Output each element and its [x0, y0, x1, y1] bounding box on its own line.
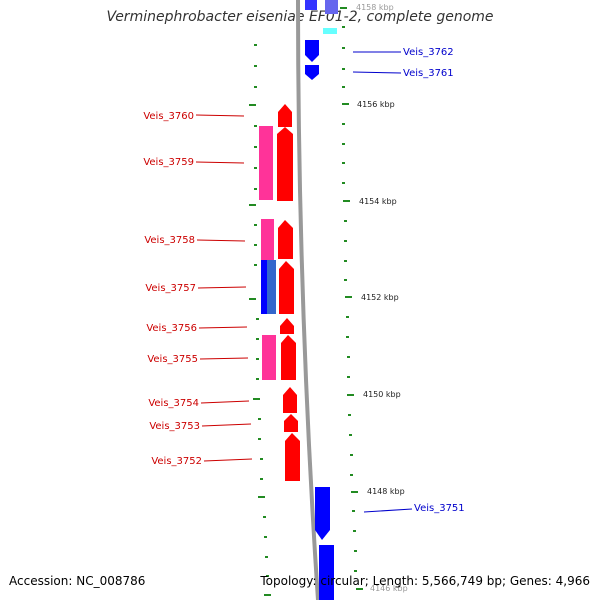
gene-feature — [285, 433, 300, 481]
gene-feature — [283, 387, 297, 413]
gene-label[interactable]: Veis_3761 — [403, 68, 454, 79]
callout-line — [195, 114, 245, 117]
forward-gene-features — [259, 104, 300, 481]
callout-line — [363, 508, 413, 513]
kbp-label: 4146 kbp — [370, 584, 408, 593]
gene-label[interactable]: Veis_3756 — [146, 323, 197, 334]
left-callout-lines — [195, 114, 253, 462]
gene-label[interactable]: Veis_3757 — [145, 283, 196, 294]
gene-feature — [284, 414, 298, 432]
accession-label: Accession: NC_008786 — [9, 574, 146, 588]
gene-feature — [278, 220, 293, 259]
gene-label[interactable]: Veis_3754 — [148, 398, 199, 409]
callout-line — [352, 71, 402, 74]
gene-feature — [319, 545, 334, 600]
gene-feature — [323, 28, 337, 34]
gene-feature — [259, 126, 273, 200]
right-tick-column — [340, 7, 363, 590]
gene-feature — [262, 335, 276, 380]
gene-feature — [281, 335, 296, 380]
callout-line — [201, 423, 252, 427]
gene-label[interactable]: Veis_3758 — [144, 235, 195, 246]
callout-line — [195, 161, 245, 164]
gene-feature — [305, 65, 319, 80]
gene-label[interactable]: Veis_3760 — [143, 111, 194, 122]
callout-line — [197, 286, 247, 289]
gene-feature — [279, 261, 294, 314]
callout-line — [203, 458, 253, 462]
genome-backbone — [296, 0, 320, 600]
gene-feature — [277, 127, 293, 201]
gene-feature — [305, 40, 319, 62]
left-tick-column — [249, 44, 271, 596]
callout-line — [198, 326, 248, 329]
gene-feature — [267, 260, 276, 314]
gene-label[interactable]: Veis_3762 — [403, 47, 454, 58]
kbp-label: 4152 kbp — [361, 293, 399, 302]
topology-label: Topology: circular; Length: 5,566,749 bp… — [260, 574, 590, 588]
gene-feature — [261, 260, 269, 314]
kbp-label: 4150 kbp — [363, 390, 401, 399]
kbp-label: 4156 kbp — [357, 100, 395, 109]
gene-feature — [315, 487, 330, 540]
gene-feature — [278, 104, 292, 127]
kbp-label: 4158 kbp — [356, 3, 394, 12]
gene-feature — [325, 0, 338, 14]
kbp-label: 4154 kbp — [359, 197, 397, 206]
gene-label[interactable]: Veis_3759 — [143, 157, 194, 168]
gene-feature — [261, 219, 274, 260]
callout-line — [196, 239, 246, 242]
gene-feature — [305, 0, 317, 10]
kbp-label: 4148 kbp — [367, 487, 405, 496]
gene-feature — [280, 318, 294, 334]
gene-label[interactable]: Veis_3752 — [151, 456, 202, 467]
gene-label[interactable]: Veis_3755 — [147, 354, 198, 365]
callout-line — [199, 357, 249, 360]
callout-line — [200, 400, 250, 404]
top-blue-features — [305, 0, 338, 80]
right-callout-lines — [352, 51, 413, 513]
bottom-blue-features — [315, 487, 334, 600]
gene-label[interactable]: Veis_3753 — [149, 421, 200, 432]
gene-label[interactable]: Veis_3751 — [414, 503, 465, 514]
